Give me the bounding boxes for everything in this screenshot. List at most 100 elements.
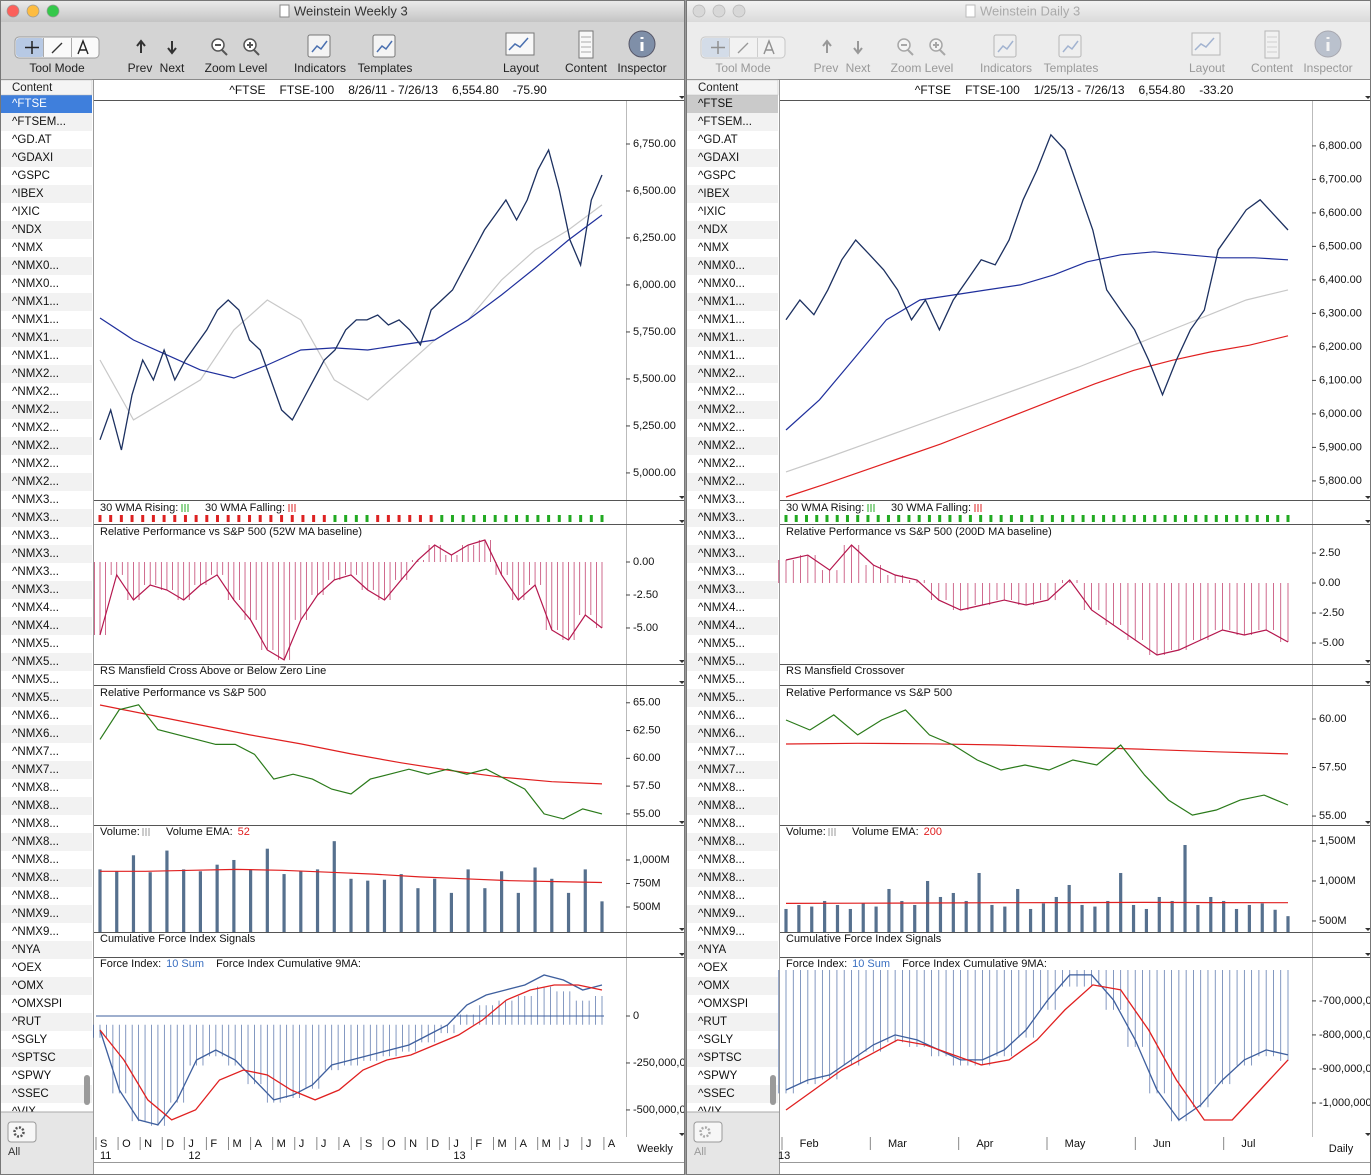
panel-menu[interactable] [679,1133,685,1136]
symbol-row[interactable] [0,527,92,545]
symbol-row[interactable] [686,689,778,707]
toolbar-label[interactable]: Next [846,61,871,75]
symbol-row[interactable] [686,113,778,131]
panel-menu[interactable] [679,928,685,931]
symbol-row[interactable] [0,1085,92,1103]
window-button[interactable] [732,4,746,18]
panel-menu[interactable] [1365,821,1371,824]
symbol-row[interactable] [0,941,92,959]
panel-menu[interactable] [679,520,685,523]
symbol-row[interactable] [686,221,778,239]
symbol-row[interactable] [0,509,92,527]
toolbar-label[interactable]: Templates [358,61,413,75]
symbol-row[interactable] [686,437,778,455]
symbol-row[interactable] [686,707,778,725]
symbol-row[interactable] [0,923,92,941]
symbol-row[interactable] [686,401,778,419]
panel-menu[interactable] [1365,1133,1371,1136]
panel-menu[interactable] [1365,496,1371,499]
symbol-row[interactable] [0,113,92,131]
symbol-row[interactable] [686,257,778,275]
toolbar-label[interactable]: Inspector [1303,61,1352,75]
symbol-row[interactable] [0,419,92,437]
symbol-row[interactable] [0,545,92,563]
symbol-row[interactable] [686,491,778,509]
symbol-row[interactable] [0,293,92,311]
symbol-row[interactable] [686,383,778,401]
symbol-row[interactable] [686,131,778,149]
symbol-row[interactable] [686,887,778,905]
symbol-row[interactable] [686,185,778,203]
tool-mode-control[interactable] [700,36,786,59]
symbol-row[interactable] [686,329,778,347]
symbol-row[interactable] [686,761,778,779]
panel-menu[interactable] [1365,660,1371,663]
symbol-row[interactable] [686,239,778,257]
symbol-row[interactable] [0,365,92,383]
symbol-row[interactable] [686,419,778,437]
symbol-row[interactable] [686,311,778,329]
toolbar-label[interactable]: Indicators [294,61,346,75]
symbol-row[interactable] [686,527,778,545]
symbol-row[interactable] [0,887,92,905]
symbol-row[interactable] [686,941,778,959]
symbol-row[interactable] [686,293,778,311]
symbol-row[interactable] [686,1013,778,1031]
symbol-row[interactable] [686,203,778,221]
symbol-row[interactable] [686,905,778,923]
symbol-row[interactable] [0,725,92,743]
toolbar-label[interactable]: Level [239,61,268,75]
toolbar-label[interactable]: Content [565,61,608,75]
symbol-row[interactable] [686,851,778,869]
symbol-row[interactable] [0,833,92,851]
symbol-row[interactable] [0,329,92,347]
symbol-row[interactable] [0,185,92,203]
settings-button[interactable] [693,1121,723,1143]
panel-menu[interactable] [1365,953,1371,956]
toolbar-label[interactable]: Tool Mode [29,61,85,75]
symbol-row[interactable] [686,275,778,293]
panel-menu[interactable] [679,660,685,663]
symbol-row[interactable] [686,545,778,563]
symbol-row[interactable] [0,437,92,455]
symbol-row[interactable] [686,923,778,941]
symbol-row[interactable] [0,311,92,329]
toolbar-label[interactable]: Level [925,61,954,75]
symbol-row[interactable] [0,347,92,365]
panel-menu[interactable] [679,953,685,956]
panel-menu[interactable] [1365,928,1371,931]
symbol-row[interactable] [0,1067,92,1085]
toolbar-label[interactable]: Layout [503,61,540,75]
symbol-row[interactable] [686,743,778,761]
symbol-row[interactable] [0,617,92,635]
symbol-row[interactable] [0,167,92,185]
symbol-row[interactable] [686,779,778,797]
symbol-row[interactable] [686,617,778,635]
symbol-row[interactable] [0,131,92,149]
symbol-row[interactable] [0,599,92,617]
toolbar-label[interactable]: Layout [1189,61,1226,75]
window-button[interactable] [6,4,20,18]
toolbar-label[interactable]: Inspector [617,61,666,75]
symbol-row[interactable] [0,743,92,761]
symbol-row[interactable] [686,167,778,185]
toolbar-label[interactable]: Next [160,61,185,75]
symbol-row[interactable] [0,707,92,725]
symbol-row[interactable] [0,455,92,473]
symbol-row[interactable] [686,599,778,617]
panel-menu[interactable] [1365,681,1371,684]
symbol-row[interactable] [0,95,92,113]
symbol-row[interactable] [686,815,778,833]
toolbar-label[interactable]: Tool Mode [715,61,771,75]
symbol-row[interactable] [686,1049,778,1067]
symbol-row[interactable] [0,671,92,689]
symbol-row[interactable] [0,401,92,419]
toolbar-label[interactable]: Prev [814,61,839,75]
symbol-row[interactable] [0,653,92,671]
symbol-row[interactable] [686,635,778,653]
symbol-row[interactable] [686,473,778,491]
symbol-row[interactable] [0,491,92,509]
toolbar-label[interactable]: Zoom [205,61,236,75]
symbol-row[interactable] [686,869,778,887]
symbol-row[interactable] [686,977,778,995]
